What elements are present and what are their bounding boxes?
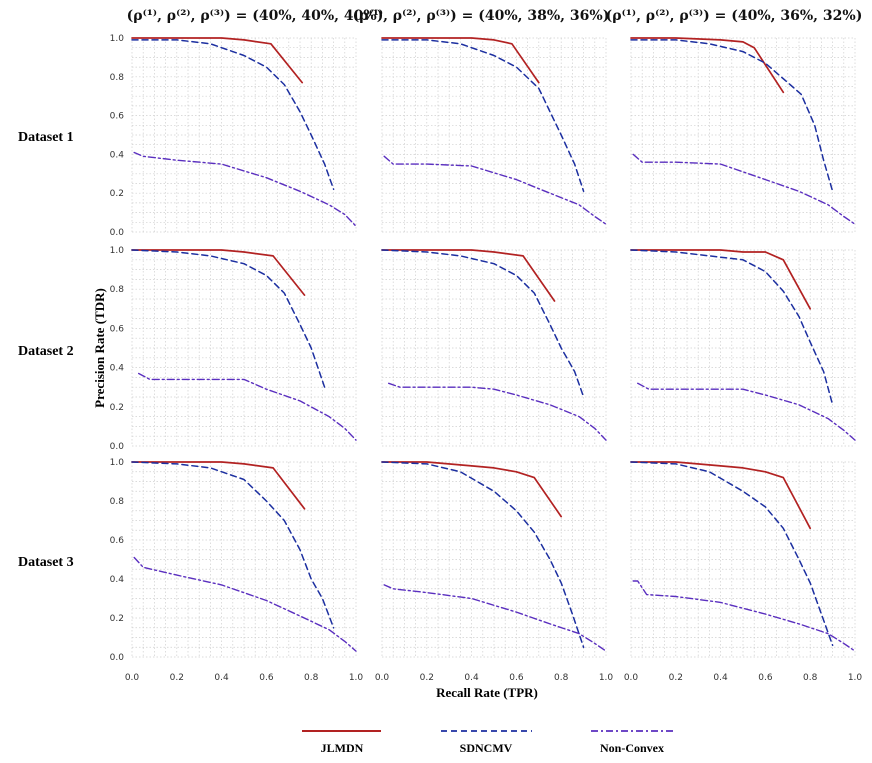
series-line-jlmdn [131, 461, 306, 510]
column-title-1: (ρ⁽¹⁾, ρ⁽²⁾, ρ⁽³⁾) = (40%, 40%, 40%) [127, 8, 384, 24]
x-tick-label: 0.4 [464, 673, 479, 683]
column-title-3: (ρ⁽¹⁾, ρ⁽²⁾, ρ⁽³⁾) = (40%, 36%, 32%) [606, 8, 863, 24]
x-tick-label: 0.6 [509, 673, 524, 683]
legend-label-non-convex: Non-Convex [600, 741, 664, 755]
y-tick-label: 0.8 [110, 285, 125, 295]
panel-r2-c1: 0.0 0.2 0.4 0.6 0.8 1.0 [110, 246, 357, 452]
series-line-non-convex [632, 580, 856, 652]
y-axis-label: Precision Rate (TDR) [92, 288, 107, 408]
y-tick-label: 0.4 [110, 364, 125, 374]
series-line-non-convex [632, 153, 856, 225]
x-tick-label: 0.8 [304, 673, 319, 683]
panel-r1-c1: 0.0 0.2 0.4 0.6 0.8 1.0 [110, 34, 357, 238]
row-label-dataset-3: Dataset 3 [18, 555, 74, 570]
series-line-non-convex [383, 155, 607, 225]
panel-r2-c3 [630, 249, 856, 447]
x-tick-label: 0.2 [669, 673, 683, 683]
series-line-jlmdn [131, 37, 304, 84]
series-line-jlmdn [381, 249, 556, 302]
series-line-sdncmv [630, 249, 834, 406]
x-tick-label: 0.6 [259, 673, 274, 683]
series-line-jlmdn [381, 37, 540, 84]
series-line-non-convex [383, 584, 607, 652]
x-tick-label: 1.0 [848, 673, 863, 683]
y-tick-label: 0.2 [110, 614, 124, 624]
row-label-dataset-1: Dataset 1 [18, 130, 74, 145]
y-tick-label: 1.0 [110, 458, 125, 468]
x-tick-label: 0.8 [803, 673, 818, 683]
panel-r1-c2 [381, 37, 607, 233]
legend: JLMDN SDNCMV Non-Convex [302, 730, 676, 755]
series-line-jlmdn [630, 37, 785, 94]
x-tick-label: 0.0 [375, 673, 390, 683]
panel-r3-c1: 0.0 0.2 0.4 0.6 0.8 1.0 0.0 0.2 0.4 0.6 0.8 1.0 [110, 458, 364, 683]
series-line-non-convex [133, 556, 357, 652]
y-tick-label: 1.0 [110, 246, 125, 256]
y-tick-label: 0.6 [110, 536, 125, 546]
series-line-jlmdn [381, 461, 563, 518]
y-tick-label: 0.0 [110, 653, 125, 663]
column-title-2: (ρ⁽¹⁾, ρ⁽²⁾, ρ⁽³⁾) = (40%, 38%, 36%) [353, 8, 610, 24]
x-tick-label: 0.4 [713, 673, 728, 683]
series-line-jlmdn [630, 461, 812, 530]
y-tick-label: 0.8 [110, 73, 125, 83]
y-tick-label: 0.2 [110, 189, 124, 199]
panel-r3-c3: 0.0 0.2 0.4 0.6 0.8 1.0 [624, 461, 863, 683]
x-tick-label: 0.0 [624, 673, 639, 683]
series-line-sdncmv [630, 39, 834, 193]
legend-label-sdncmv: SDNCMV [460, 741, 513, 755]
y-tick-label: 0.2 [110, 403, 124, 413]
x-tick-label: 1.0 [349, 673, 364, 683]
series-line-non-convex [637, 382, 856, 441]
series-line-non-convex [137, 372, 357, 441]
y-tick-label: 0.8 [110, 497, 125, 507]
series-line-sdncmv [381, 461, 585, 649]
y-tick-label: 0.0 [110, 442, 125, 452]
y-tick-label: 0.4 [110, 575, 125, 585]
series-line-sdncmv [131, 461, 335, 629]
x-tick-label: 0.4 [214, 673, 229, 683]
series-line-sdncmv [131, 249, 326, 388]
legend-label-jlmdn: JLMDN [321, 741, 364, 755]
series-line-jlmdn [131, 249, 306, 296]
y-tick-label: 1.0 [110, 34, 125, 44]
y-tick-label: 0.6 [110, 324, 125, 334]
series-line-sdncmv [131, 39, 335, 191]
y-tick-label: 0.4 [110, 150, 125, 160]
series-line-sdncmv [381, 39, 585, 193]
panels-grid: 0.00.20.40.60.81.00.00.20.40.60.81.00.00… [110, 34, 863, 683]
panel-r3-c2: 0.0 0.2 0.4 0.6 0.8 1.0 [375, 461, 614, 683]
x-tick-label: 1.0 [599, 673, 614, 683]
panel-r2-c2 [381, 249, 607, 447]
x-tick-label: 0.6 [758, 673, 773, 683]
series-line-sdncmv [381, 249, 585, 398]
y-tick-label: 0.6 [110, 112, 125, 122]
series-line-non-convex [388, 382, 607, 441]
series-line-non-convex [133, 151, 357, 227]
series-line-jlmdn [630, 249, 812, 310]
x-tick-label: 0.2 [170, 673, 184, 683]
x-tick-label: 0.8 [554, 673, 569, 683]
panel-r1-c3 [630, 37, 856, 233]
x-axis-label: Recall Rate (TPR) [436, 685, 538, 700]
x-tick-label: 0.2 [420, 673, 434, 683]
row-label-dataset-2: Dataset 2 [18, 344, 74, 359]
series-line-sdncmv [630, 461, 834, 647]
x-tick-label: 0.0 [125, 673, 140, 683]
y-tick-label: 0.0 [110, 228, 125, 238]
